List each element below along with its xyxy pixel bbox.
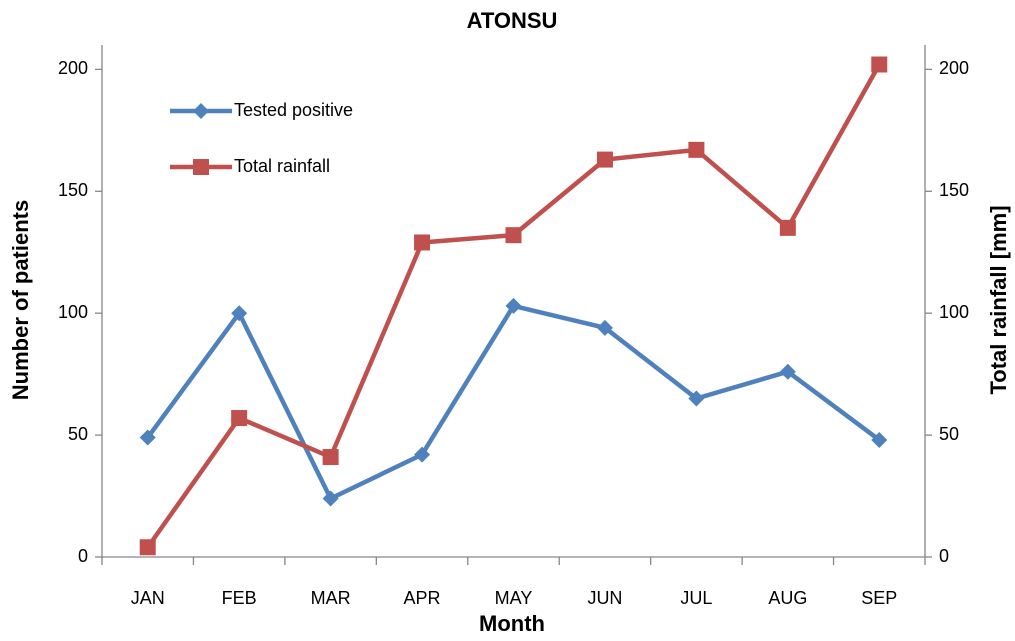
x-tick-label: JUN bbox=[587, 588, 622, 608]
data-marker bbox=[505, 297, 522, 314]
y-axis-label: Number of patients bbox=[8, 200, 33, 400]
y2-tick-label: 0 bbox=[939, 546, 949, 566]
legend-label: Total rainfall bbox=[234, 156, 330, 176]
series-line bbox=[145, 303, 881, 501]
data-marker bbox=[414, 446, 431, 463]
y2-tick-label: 50 bbox=[939, 424, 959, 444]
data-marker bbox=[688, 141, 705, 158]
y-tick-label: 200 bbox=[58, 58, 88, 78]
y2-tick-label: 150 bbox=[939, 180, 969, 200]
legend-label: Tested positive bbox=[234, 100, 353, 120]
y-tick-label: 150 bbox=[58, 180, 88, 200]
data-marker bbox=[231, 305, 248, 322]
y2-axis-label: Total rainfall [mm] bbox=[986, 205, 1011, 394]
data-marker bbox=[871, 431, 888, 448]
x-tick-label: APR bbox=[404, 588, 441, 608]
x-tick-label: MAY bbox=[495, 588, 533, 608]
data-marker bbox=[322, 490, 339, 507]
data-marker bbox=[414, 234, 431, 251]
legend-marker bbox=[193, 103, 209, 119]
data-marker bbox=[139, 539, 156, 556]
y-tick-label: 50 bbox=[68, 424, 88, 444]
x-axis-label: Month bbox=[479, 611, 545, 636]
x-tick-label: JAN bbox=[131, 588, 165, 608]
y2-tick-label: 200 bbox=[939, 58, 969, 78]
x-tick-label: JUL bbox=[680, 588, 712, 608]
data-marker bbox=[779, 219, 796, 236]
y2-tick-label: 100 bbox=[939, 302, 969, 322]
data-marker bbox=[231, 410, 248, 427]
legend-marker bbox=[193, 159, 209, 175]
x-tick-label: AUG bbox=[768, 588, 807, 608]
x-tick-label: SEP bbox=[861, 588, 897, 608]
data-marker bbox=[596, 151, 613, 168]
data-marker bbox=[596, 319, 613, 336]
y-tick-label: 0 bbox=[78, 546, 88, 566]
data-marker bbox=[779, 363, 796, 380]
x-tick-label: MAR bbox=[311, 588, 351, 608]
x-tick-label: FEB bbox=[222, 588, 257, 608]
data-marker bbox=[505, 227, 522, 244]
data-marker bbox=[322, 449, 339, 466]
data-marker bbox=[139, 429, 156, 446]
data-marker bbox=[871, 56, 888, 73]
y-tick-label: 100 bbox=[58, 302, 88, 322]
chart-title: ATONSU bbox=[467, 8, 558, 33]
data-marker bbox=[688, 390, 705, 407]
